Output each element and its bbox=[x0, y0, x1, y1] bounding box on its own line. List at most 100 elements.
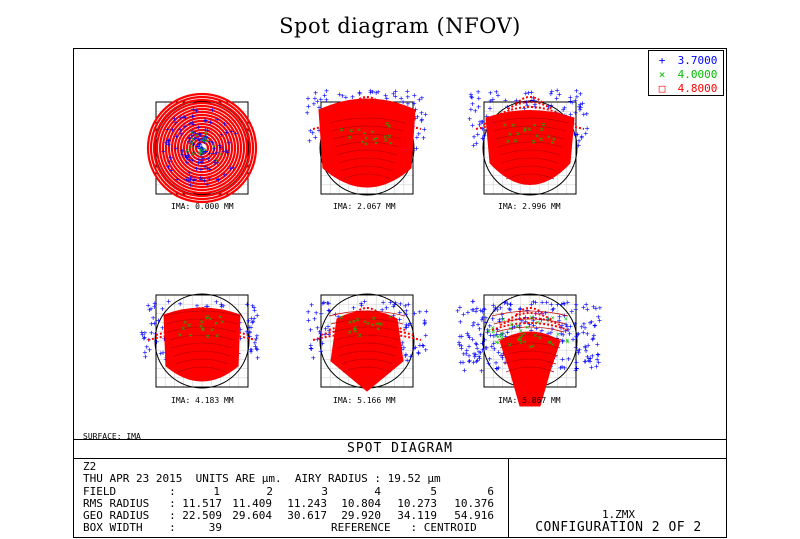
ray-point: + bbox=[566, 355, 571, 364]
ray-point: + bbox=[560, 337, 565, 346]
ray-point: + bbox=[306, 316, 311, 325]
ray-point: + bbox=[194, 164, 199, 173]
ray-point: + bbox=[200, 149, 205, 158]
ray-point: + bbox=[252, 306, 257, 315]
ray-point: + bbox=[471, 297, 476, 306]
ray-point: + bbox=[501, 329, 506, 338]
ray-point: + bbox=[324, 86, 329, 95]
ray-point: + bbox=[420, 115, 425, 124]
ray-point: × bbox=[547, 339, 551, 347]
ray-point: + bbox=[539, 315, 544, 324]
ray-point: + bbox=[172, 115, 177, 124]
ray-point: + bbox=[398, 299, 403, 308]
ray-point: × bbox=[546, 316, 550, 324]
ray-point: + bbox=[248, 346, 253, 355]
ray-point: + bbox=[215, 159, 220, 168]
ray-point: + bbox=[214, 297, 219, 306]
ray-point: + bbox=[152, 299, 157, 308]
ray-point: × bbox=[539, 136, 543, 144]
ray-point: + bbox=[199, 135, 204, 144]
ray-ring bbox=[182, 128, 222, 168]
box-frame bbox=[155, 294, 249, 388]
ray-point: + bbox=[376, 88, 381, 97]
ray-point: + bbox=[507, 305, 512, 314]
ray-point: + bbox=[467, 342, 472, 351]
ray-point: + bbox=[405, 87, 410, 96]
ray-point: × bbox=[218, 313, 222, 321]
ray-point: + bbox=[311, 354, 316, 363]
ray-point: + bbox=[574, 333, 579, 342]
ray-point: + bbox=[530, 96, 535, 105]
ray-point: + bbox=[573, 96, 578, 105]
ray-point: + bbox=[469, 92, 474, 101]
ray-point: + bbox=[557, 317, 562, 326]
ray-point: + bbox=[143, 353, 148, 362]
ray-point: + bbox=[191, 120, 196, 129]
ray-arc bbox=[501, 157, 559, 164]
ray-point: + bbox=[186, 176, 191, 185]
ray-point: + bbox=[202, 176, 207, 185]
ray-point: + bbox=[478, 349, 483, 358]
ray-point: × bbox=[201, 325, 205, 333]
ray-point: + bbox=[499, 351, 504, 360]
ray-point: + bbox=[471, 141, 476, 150]
ray-arc bbox=[493, 318, 567, 325]
ray-point: + bbox=[466, 308, 471, 317]
ray-arc bbox=[328, 310, 406, 317]
ray-point: + bbox=[477, 354, 482, 363]
ray-point: + bbox=[474, 139, 479, 148]
ray-point: × bbox=[375, 320, 379, 328]
ray-point: + bbox=[589, 363, 594, 372]
ray-point: + bbox=[461, 310, 466, 319]
ray-point: + bbox=[415, 133, 420, 142]
ray-point: + bbox=[491, 95, 496, 104]
ray-point: + bbox=[391, 311, 396, 320]
ray-point: + bbox=[252, 314, 257, 323]
ray-point: × bbox=[204, 130, 208, 138]
ray-point: + bbox=[548, 90, 553, 99]
reference-text: REFERENCE : CENTROID bbox=[331, 521, 477, 534]
field-val-6: 6 bbox=[487, 485, 494, 498]
ray-arc bbox=[338, 157, 396, 164]
ray-point: + bbox=[413, 114, 418, 123]
ray-point: + bbox=[585, 353, 590, 362]
ray-point: + bbox=[213, 156, 218, 165]
ray-point: + bbox=[199, 158, 204, 167]
ray-point: + bbox=[571, 335, 576, 344]
ray-point: + bbox=[322, 91, 327, 100]
ray-point: + bbox=[415, 112, 420, 121]
ray-point: + bbox=[199, 175, 204, 184]
section-header: SPOT DIAGRAM bbox=[73, 439, 727, 459]
ray-point: + bbox=[523, 89, 528, 98]
ray-point: + bbox=[160, 304, 165, 313]
ray-point: × bbox=[516, 336, 520, 344]
ray-point: + bbox=[161, 348, 166, 357]
ray-point: + bbox=[249, 314, 254, 323]
ray-point: × bbox=[508, 131, 512, 139]
ray-point: × bbox=[202, 146, 206, 154]
ray-point: + bbox=[474, 357, 479, 366]
ray-point: + bbox=[577, 106, 582, 115]
ray-point: + bbox=[465, 329, 470, 338]
ray-point: + bbox=[196, 123, 201, 132]
ray-point: + bbox=[166, 136, 171, 145]
field-val-4: 4 bbox=[374, 485, 381, 498]
ray-point: × bbox=[364, 134, 368, 142]
ray-point: × bbox=[190, 139, 194, 147]
ray-point: + bbox=[484, 112, 489, 121]
ray-point: + bbox=[574, 301, 579, 310]
ray-point: + bbox=[183, 151, 188, 160]
ray-point: + bbox=[561, 299, 566, 308]
ray-point: + bbox=[458, 317, 463, 326]
configuration-label: CONFIGURATION 2 OF 2 bbox=[535, 520, 702, 535]
ray-point: × bbox=[518, 333, 522, 341]
ray-point: + bbox=[388, 298, 393, 307]
ima-label-4: IMA: 4.183 MM bbox=[171, 396, 234, 405]
ray-point: + bbox=[351, 303, 356, 312]
ray-point: × bbox=[525, 324, 529, 332]
ray-point: + bbox=[525, 306, 530, 315]
ray-point: + bbox=[579, 322, 584, 331]
ray-point: + bbox=[217, 141, 222, 150]
ray-point: + bbox=[307, 137, 312, 146]
ray-point: + bbox=[422, 320, 427, 329]
